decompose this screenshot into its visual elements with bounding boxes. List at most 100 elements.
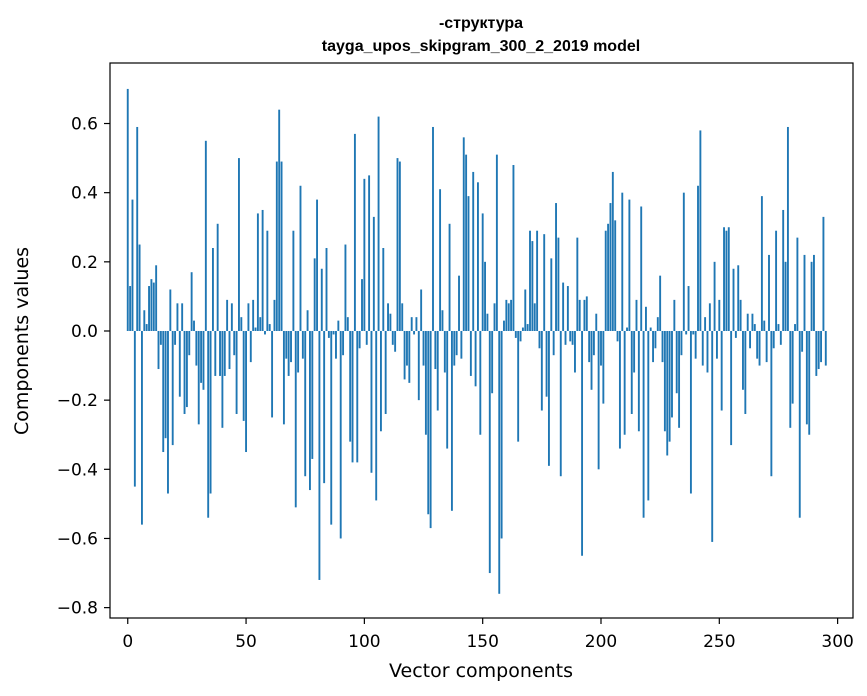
bar bbox=[566, 286, 569, 331]
bar bbox=[633, 330, 636, 373]
bar bbox=[190, 272, 193, 331]
bar bbox=[779, 330, 782, 345]
bar bbox=[626, 327, 628, 331]
bar bbox=[645, 306, 647, 331]
bar bbox=[585, 296, 588, 331]
bar bbox=[330, 330, 333, 525]
bar bbox=[692, 330, 695, 335]
bar bbox=[763, 320, 766, 331]
bar bbox=[129, 286, 132, 331]
bar bbox=[618, 330, 621, 449]
bar bbox=[171, 330, 174, 446]
bar bbox=[600, 330, 602, 366]
bar bbox=[282, 330, 285, 425]
bar bbox=[235, 330, 238, 414]
plot-frame bbox=[109, 62, 854, 619]
bar bbox=[611, 171, 614, 331]
bar bbox=[730, 330, 733, 446]
bar bbox=[552, 330, 555, 356]
bar bbox=[193, 320, 195, 331]
bar bbox=[514, 330, 517, 338]
bar bbox=[654, 330, 657, 349]
bar bbox=[365, 330, 368, 345]
bar bbox=[512, 165, 515, 331]
bar bbox=[401, 303, 404, 331]
bar bbox=[699, 130, 702, 331]
bar bbox=[817, 330, 820, 370]
bar bbox=[578, 299, 581, 331]
bar bbox=[583, 299, 586, 331]
bar bbox=[344, 244, 347, 331]
bar bbox=[458, 275, 460, 331]
bar bbox=[545, 330, 548, 397]
bar bbox=[247, 303, 250, 331]
bar bbox=[275, 161, 278, 331]
bar bbox=[361, 279, 363, 331]
bar bbox=[607, 223, 610, 331]
bar bbox=[230, 303, 233, 331]
bar bbox=[221, 330, 224, 428]
x-tick-label: 150 bbox=[466, 632, 498, 652]
x-tick-label: 250 bbox=[703, 632, 735, 652]
bar bbox=[406, 330, 408, 366]
bar bbox=[562, 282, 565, 331]
bar bbox=[789, 330, 792, 428]
bar bbox=[356, 330, 359, 463]
bar bbox=[595, 313, 598, 331]
bar bbox=[796, 237, 799, 331]
bar bbox=[824, 330, 827, 366]
bar bbox=[375, 330, 378, 501]
bar bbox=[169, 289, 172, 331]
bar bbox=[775, 230, 778, 331]
bar bbox=[318, 330, 321, 580]
bar bbox=[592, 330, 595, 356]
bar bbox=[181, 303, 184, 331]
bar bbox=[398, 161, 401, 331]
bar bbox=[195, 330, 198, 366]
bar bbox=[420, 289, 423, 331]
bar bbox=[368, 175, 371, 331]
bar bbox=[309, 330, 311, 491]
bar bbox=[590, 330, 593, 390]
bar bbox=[164, 330, 167, 439]
bar bbox=[474, 330, 477, 387]
bar bbox=[278, 109, 281, 331]
bar bbox=[718, 299, 721, 331]
bar bbox=[141, 330, 143, 525]
bar bbox=[131, 199, 134, 331]
bar bbox=[510, 299, 513, 331]
bar bbox=[604, 230, 607, 331]
bar bbox=[810, 261, 813, 331]
bar bbox=[630, 330, 633, 414]
bar bbox=[742, 330, 744, 390]
x-axis-label: Vector components bbox=[389, 660, 573, 682]
bar bbox=[616, 330, 619, 342]
bar bbox=[701, 330, 704, 366]
bar bbox=[547, 330, 550, 466]
bar bbox=[481, 213, 484, 331]
y-tick-label: 0.2 bbox=[71, 253, 98, 273]
bar bbox=[507, 303, 510, 331]
bar bbox=[469, 330, 472, 376]
x-tick-label: 300 bbox=[821, 632, 853, 652]
bar bbox=[415, 317, 418, 331]
bar bbox=[678, 330, 681, 428]
bar bbox=[268, 324, 271, 331]
bar bbox=[694, 330, 697, 359]
bar bbox=[734, 330, 737, 338]
bar bbox=[460, 330, 463, 359]
bar bbox=[649, 327, 652, 331]
bar bbox=[233, 330, 236, 356]
bar bbox=[183, 330, 186, 414]
bar bbox=[531, 241, 534, 331]
bar bbox=[486, 313, 489, 331]
bar bbox=[491, 330, 494, 394]
bar bbox=[682, 192, 685, 331]
bar bbox=[467, 196, 470, 331]
bar bbox=[410, 317, 413, 331]
y-tick-label: 0.4 bbox=[71, 184, 98, 204]
bar bbox=[159, 330, 162, 345]
x-axis-ticks: 0 50 100 150 200 250 300 bbox=[122, 618, 854, 652]
bar bbox=[782, 209, 785, 331]
bar bbox=[687, 286, 690, 331]
